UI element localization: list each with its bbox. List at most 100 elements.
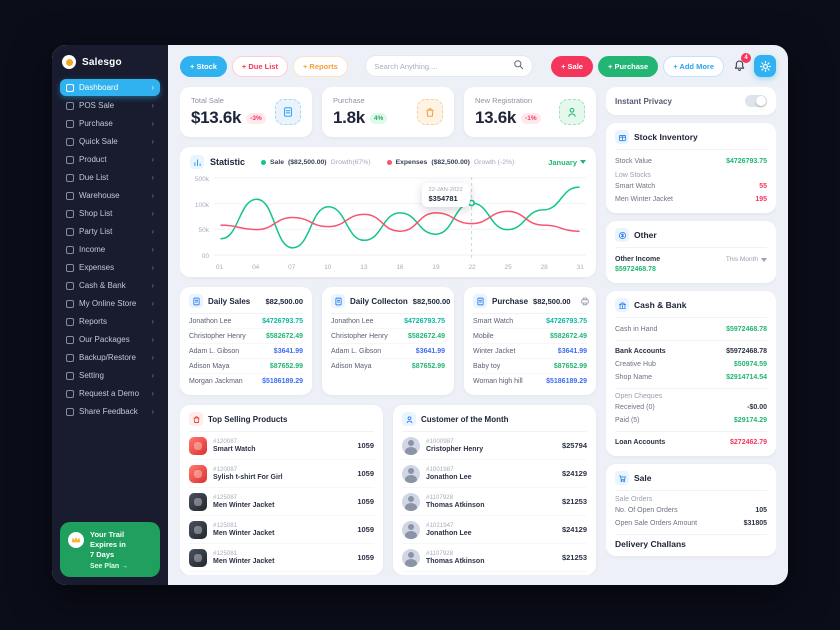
cash-bank-card: Cash & Bank Cash in Hand $5972468.78 Ban… [606,291,776,456]
sidebar-item[interactable]: Backup/Restore › [60,349,160,366]
list-item: Adam L. Gibson $3641.99 [189,344,303,359]
sidebar-item[interactable]: Warehouse › [60,187,160,204]
sidebar-item[interactable]: Setting › [60,367,160,384]
notifications-button[interactable]: 4 [729,53,751,76]
sidebar-item[interactable]: My Online Store › [60,295,160,312]
search-input[interactable] [374,61,510,71]
list-item: Christopher Henry $582672.49 [189,329,303,344]
sidebar-item-label: My Online Store [79,299,137,308]
x-tick: 13 [360,264,368,271]
sidebar-item[interactable]: Cash & Bank › [60,277,160,294]
y-tick: 100k [194,201,209,209]
product-thumbnail [189,520,207,539]
instant-privacy-toggle[interactable] [745,95,767,107]
app-logo-row: Salesgo [52,45,168,77]
expenses-dot-icon [386,159,392,165]
doc-icon [331,294,345,308]
list-item: Jonathon Lee $4726793.75 [331,314,445,329]
sidebar-item[interactable]: POS Sale › [60,97,160,114]
sidebar-item-icon [66,119,74,128]
chevron-right-icon: › [151,172,154,182]
sidebar-item[interactable]: Request a Demo › [60,385,160,402]
customer-icon [402,412,416,426]
stat-delta-badge: -1% [521,112,541,124]
product-thumbnail [189,464,207,483]
instant-privacy-card: Instant Privacy [606,87,776,115]
top-selling-products-card: Top Selling Products #120087 Smart Watch [180,405,383,575]
add-more-button[interactable]: + Add More [663,55,724,77]
sidebar-item[interactable]: Our Packages › [60,331,160,348]
sale-dot-icon [261,159,267,165]
statistic-card: Statistic Sale ($82,500.00) Growth(67%) … [180,147,596,277]
sale-orders-label: Sale Orders [615,496,653,503]
sidebar-item-label: POS Sale [79,101,115,110]
product-row: #120087 Sylish t-shirt For Girl 1059 [189,460,374,488]
stat-value: 1.8k [333,108,365,127]
sale-summary-card: Sale Sale Orders No. Of Open Orders 105 [606,464,776,556]
sidebar-item-label: Dashboard [79,83,119,92]
printer-icon[interactable] [580,296,590,306]
sidebar-item[interactable]: Dashboard › [60,79,160,96]
sidebar-item[interactable]: Purchase › [60,115,160,132]
product-row: #125081 Men Winter Jacket 1059 [189,516,374,544]
chevron-right-icon: › [151,334,154,344]
content-left-column: Total Sale $13.6k -3% Purchase [180,87,596,575]
chevron-right-icon: › [151,244,154,254]
sidebar-item[interactable]: Party List › [60,223,160,240]
add-sale-button[interactable]: + Sale [551,55,593,77]
see-plan-link[interactable]: See Plan → [90,563,129,570]
chevron-right-icon: › [151,136,154,146]
add-due-list-button[interactable]: + Due List [231,55,288,77]
sidebar-item-icon [66,137,74,146]
customer-of-month-card: Customer of the Month #1000987 Cristophe… [393,405,596,575]
add-stock-button[interactable]: + Stock [180,55,227,77]
notification-badge: 4 [741,53,751,63]
low-stock-row: Men Winter Jacket 195 [615,196,767,203]
y-axis-labels: 500k 100k 50k 00 [190,175,214,261]
x-tick: 22 [468,264,476,271]
this-month-selector[interactable]: This Month [726,256,767,263]
chevron-right-icon: › [151,262,154,272]
customer-row: #1001987 Jonathon Lee $24129 [402,460,587,488]
product-row: #125087 Men Winter Jacket 1059 [189,488,374,516]
sidebar-item[interactable]: Share Feedback › [60,403,160,420]
add-purchase-button[interactable]: + Purchase [597,55,659,77]
sidebar-nav: Dashboard › POS Sale › Purchase › [52,77,168,422]
cheques-list: Received (0) -$0.00 Paid (5) $29174.29 [615,401,767,427]
list-item: Woman high hill $5186189.29 [473,377,587,385]
sidebar-item-label: Shop List [79,209,113,218]
stat-delta-badge: -3% [246,112,266,124]
sidebar-item[interactable]: Reports › [60,313,160,330]
sidebar-item-icon [66,317,74,326]
chevron-right-icon: › [151,226,154,236]
user-icon [559,99,585,125]
period-selector[interactable]: January [548,158,586,167]
product-thumbnail [189,436,207,455]
product-row: #120087 Smart Watch 1059 [189,432,374,460]
sidebar-item[interactable]: Product › [60,151,160,168]
sidebar-item-label: Share Feedback [79,407,138,416]
sidebar-item[interactable]: Quick Sale › [60,133,160,150]
sidebar-item-label: Party List [79,227,113,236]
settings-button[interactable] [754,55,776,77]
other-card: Other Other Income This Month $5972468.7… [606,221,776,283]
sale-orders-list: No. Of Open Orders 105 Open Sale Orders … [615,504,767,530]
sidebar-item[interactable]: Expenses › [60,259,160,276]
sidebar-item[interactable]: Income › [60,241,160,258]
x-tick: 16 [396,264,404,271]
product-thumbnail [189,548,207,567]
sidebar: Salesgo Dashboard › POS Sale › Purch [52,45,168,585]
purchase-bag-icon [417,99,443,125]
bank-icon [615,298,629,312]
add-reports-button[interactable]: + Reports [292,55,348,77]
sidebar-item-icon [66,191,74,200]
sidebar-item-icon [66,83,74,92]
customer-row: #1107928 Thomas Atkinson $21253 [402,488,587,516]
x-tick: 28 [540,264,548,271]
list-item: Smart Watch $4726793.75 [473,314,587,329]
stock-inventory-card: Stock Inventory Stock Value $4726793.75 … [606,123,776,213]
sidebar-item[interactable]: Due List › [60,169,160,186]
low-stock-row: Smart Watch 55 [615,183,767,190]
sidebar-item-label: Expenses [79,263,115,272]
sidebar-item[interactable]: Shop List › [60,205,160,222]
